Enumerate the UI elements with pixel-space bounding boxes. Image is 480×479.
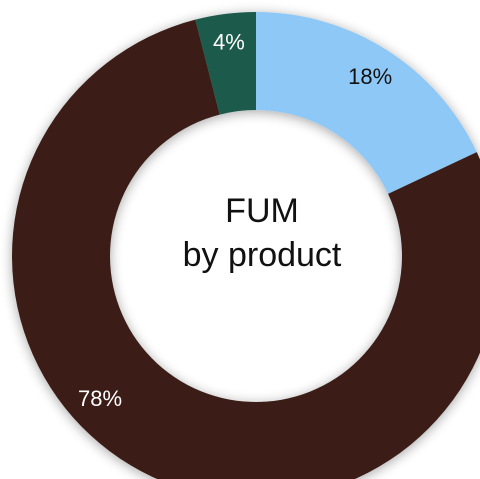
slices-group bbox=[12, 12, 480, 479]
slice-label-1: 78% bbox=[78, 386, 122, 411]
center-title-line-2: by product bbox=[183, 236, 342, 274]
slice-label-2: 4% bbox=[213, 30, 245, 55]
donut-slice-0 bbox=[256, 12, 477, 194]
center-title-line-1: FUM bbox=[225, 192, 299, 230]
slice-labels: 18% 78% 4% bbox=[78, 30, 392, 411]
slice-label-0: 18% bbox=[348, 64, 392, 89]
donut-slice-2 bbox=[195, 12, 256, 115]
donut-slice-1 bbox=[12, 19, 480, 479]
